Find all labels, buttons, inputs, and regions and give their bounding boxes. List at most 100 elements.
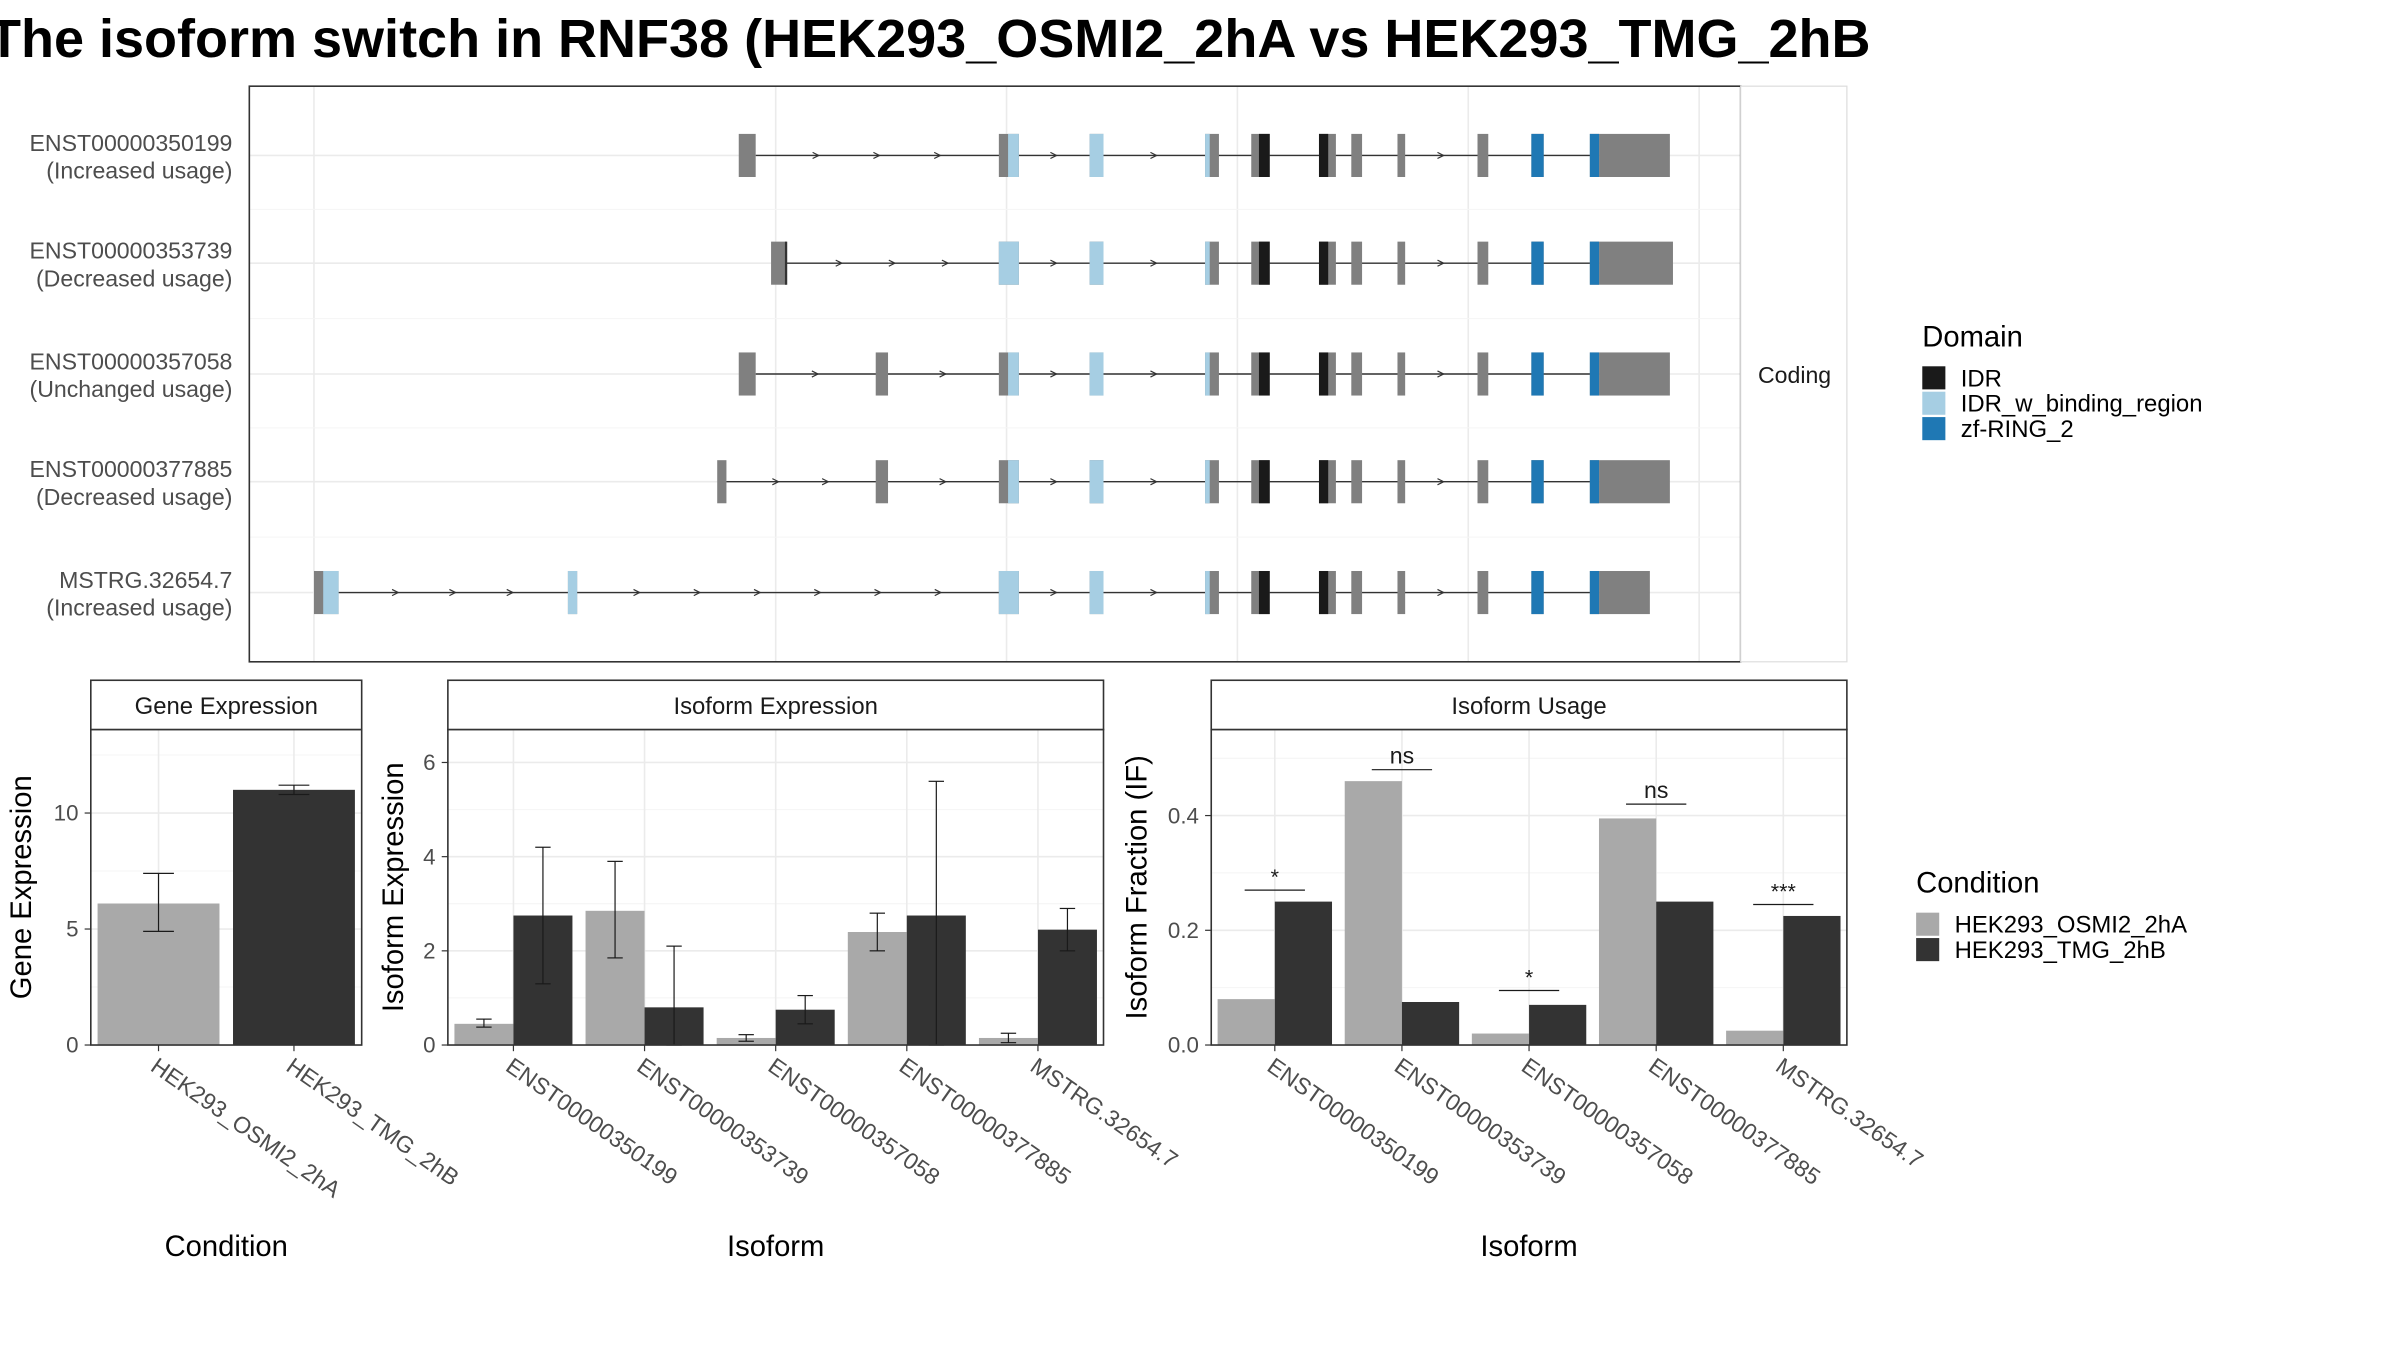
intron-arrow: [812, 151, 821, 160]
domain-IDR: [1258, 352, 1270, 396]
domain-IDR_w_binding_region: [1205, 352, 1210, 396]
y-tick-label: 6: [423, 750, 435, 775]
domain-legend-key-IDR_w_binding_region: [1922, 391, 1946, 415]
bar: [1401, 1001, 1460, 1046]
intron-arrow: [1150, 588, 1158, 597]
intron-arrow: [449, 588, 457, 597]
y-axis-title: Gene Expression: [6, 775, 38, 999]
domain-IDR_w_binding_region: [1205, 241, 1210, 285]
domain-IDR: [1258, 570, 1270, 615]
exon: [1397, 241, 1406, 285]
panel-strip-title: Gene Expression: [135, 693, 318, 720]
bar: [1274, 901, 1333, 1046]
x-axis-title: Condition: [165, 1231, 288, 1263]
y-axis-title: Isoform Fraction (IF): [1122, 755, 1154, 1019]
significance-label: *: [1271, 865, 1280, 889]
exon: [1477, 352, 1489, 396]
domain-zf-RING_2: [1531, 241, 1544, 285]
exon: [1599, 133, 1670, 177]
exon: [1477, 460, 1489, 504]
domain-zf-RING_2: [1531, 352, 1544, 396]
intron-arrow: [772, 478, 780, 486]
bar: [1471, 1033, 1530, 1046]
intron-arrow: [1050, 588, 1058, 597]
y-tick-label: 10: [54, 801, 79, 826]
bar-panel-2: Isoform Expression0246ENST00000350199ENS…: [378, 679, 1183, 1263]
domain-zf-RING_2: [1589, 241, 1600, 285]
domain-IDR_w_binding_region: [1089, 241, 1104, 285]
domain-IDR_w_binding_region: [1089, 133, 1104, 177]
domain-IDR_w_binding_region: [998, 241, 1019, 285]
transcript-label: ENST00000357058: [30, 348, 233, 374]
exon: [717, 460, 727, 504]
intron-arrow: [1050, 370, 1058, 378]
intron-arrow: [1437, 259, 1445, 267]
exon: [1351, 570, 1363, 615]
intron-arrow: [821, 478, 830, 486]
transcript-usage-label: (Increased usage): [46, 595, 232, 621]
domain-zf-RING_2: [1531, 133, 1544, 177]
y-tick-label: 0.2: [1168, 918, 1199, 943]
domain-zf-RING_2: [1589, 352, 1600, 396]
intron-arrow: [1050, 478, 1058, 486]
intron-arrow: [1150, 151, 1158, 160]
exon: [771, 241, 787, 285]
domain-IDR_w_binding_region: [1089, 570, 1104, 615]
bar: [1783, 915, 1841, 1046]
domain-IDR: [1318, 460, 1329, 504]
domain-zf-RING_2: [1589, 570, 1600, 615]
domain-IDR_w_binding_region: [1089, 352, 1104, 396]
exon: [1397, 352, 1406, 396]
transcript-ENST00000377885: ENST00000377885(Decreased usage): [30, 456, 1670, 510]
transcript-usage-label: (Unchanged usage): [30, 376, 233, 402]
exon: [1351, 241, 1363, 285]
transcript-usage-label: (Decreased usage): [36, 265, 232, 291]
transcript-MSTRG.32654.7: MSTRG.32654.7(Increased usage): [46, 567, 1650, 621]
facet-strip: [1740, 85, 1848, 663]
domain-zf-RING_2: [1589, 460, 1600, 504]
bar: [1656, 901, 1714, 1046]
domain-IDR: [1258, 241, 1270, 285]
exon: [1477, 241, 1489, 285]
intron-arrow: [693, 588, 702, 597]
exon: [1599, 570, 1650, 615]
domain-IDR_w_binding_region: [1205, 570, 1210, 615]
domain-IDR_w_binding_region: [1089, 460, 1104, 504]
domain-IDR_w_binding_region: [567, 570, 578, 615]
transcript-usage-label: (Increased usage): [46, 158, 232, 184]
intron-arrow: [1437, 151, 1445, 160]
page-title: The isoform switch in RNF38 (HEK293_OSMI…: [0, 9, 1871, 69]
exon: [1599, 352, 1670, 396]
intron-arrow: [1050, 151, 1058, 160]
bar: [1529, 1004, 1587, 1046]
exon: [1351, 133, 1363, 177]
panel-strip-title: Isoform Expression: [673, 693, 877, 720]
bar: [1598, 818, 1657, 1046]
y-tick-label: 0: [66, 1033, 78, 1058]
exon: [738, 133, 756, 177]
exon: [1397, 133, 1406, 177]
bar: [1726, 1030, 1784, 1046]
intron-arrow: [391, 588, 400, 597]
exon: [875, 352, 889, 396]
exon: [1351, 460, 1363, 504]
intron-arrow: [1437, 588, 1445, 597]
exon: [1397, 460, 1406, 504]
panel-strip: [447, 679, 1105, 731]
domain-IDR: [1318, 570, 1329, 615]
domain-zf-RING_2: [1531, 570, 1544, 615]
exon: [875, 460, 889, 504]
domain-legend-title: Domain: [1922, 321, 2023, 353]
intron-arrow: [811, 370, 820, 378]
transcript-ENST00000353739: ENST00000353739(Decreased usage): [30, 238, 1673, 291]
transcript-label: ENST00000353739: [30, 238, 233, 264]
bar: [454, 1023, 514, 1046]
transcript-label: ENST00000377885: [30, 456, 233, 482]
significance-label: ***: [1771, 879, 1797, 903]
bar: [233, 789, 355, 1046]
y-tick-label: 4: [423, 844, 435, 869]
condition-legend-key: [1916, 912, 1940, 936]
intron-arrow: [941, 259, 950, 267]
domain-IDR_w_binding_region: [1008, 460, 1019, 504]
